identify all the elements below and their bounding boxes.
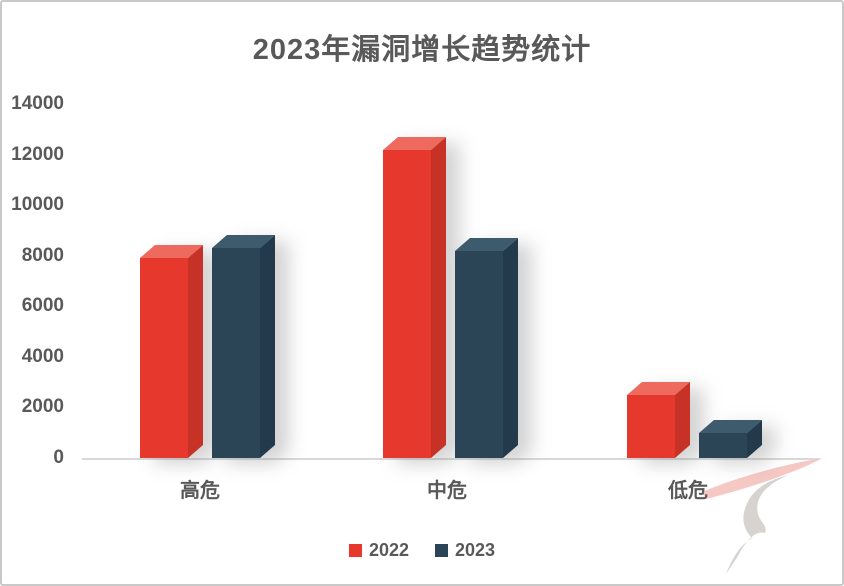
- bar-side-face: [503, 237, 518, 458]
- bar-side-face: [188, 244, 203, 458]
- bar-2022-中危: [383, 136, 446, 458]
- legend-swatch-2023: [435, 544, 448, 557]
- legend-swatch-2022: [348, 544, 362, 557]
- y-axis-tick-label: 14000: [11, 93, 64, 114]
- bar-2022-高危: [140, 244, 203, 458]
- bar-2023-低危: [699, 419, 762, 458]
- watermark-logo: [702, 458, 823, 574]
- x-axis-line: [82, 458, 819, 460]
- bar-front-face: [383, 150, 431, 458]
- bar-front-face: [627, 395, 675, 458]
- legend-label-2023: 2023: [455, 540, 496, 560]
- legend-item-2023: 2023: [435, 540, 495, 561]
- bar-front-face: [140, 258, 188, 458]
- bar-2023-高危: [212, 234, 275, 458]
- y-axis-tick-label: 6000: [21, 295, 64, 317]
- chart-legend: 2022 2023: [2, 540, 842, 561]
- watermark-swoosh-icon: [702, 458, 823, 499]
- y-axis-tick-label: 10000: [11, 194, 64, 216]
- x-axis-category-label: 高危: [180, 480, 220, 502]
- legend-item-2022: 2022: [348, 540, 409, 561]
- bar-side-face: [431, 136, 446, 458]
- bar-2022-低危: [627, 381, 690, 458]
- y-axis-tick-label: 4000: [21, 345, 64, 367]
- chart-title: 2023年漏洞增长趋势统计: [252, 34, 592, 66]
- bar-front-face: [455, 251, 503, 458]
- x-axis-category-label: 低危: [668, 480, 708, 502]
- y-axis-tick-label: 2000: [21, 396, 64, 418]
- y-axis-tick-label: 0: [53, 447, 64, 468]
- legend-label-2022: 2022: [368, 540, 409, 560]
- y-axis-tick-label: 12000: [11, 143, 64, 165]
- bar-front-face: [212, 248, 260, 458]
- bar-front-face: [699, 433, 747, 458]
- bar-side-face: [675, 381, 690, 458]
- bar-side-face: [260, 234, 275, 458]
- x-axis-category-label: 中危: [427, 480, 467, 502]
- watermark-ribbon-icon: [726, 475, 789, 574]
- bar-2023-中危: [455, 237, 518, 458]
- y-axis-tick-label: 8000: [21, 244, 64, 266]
